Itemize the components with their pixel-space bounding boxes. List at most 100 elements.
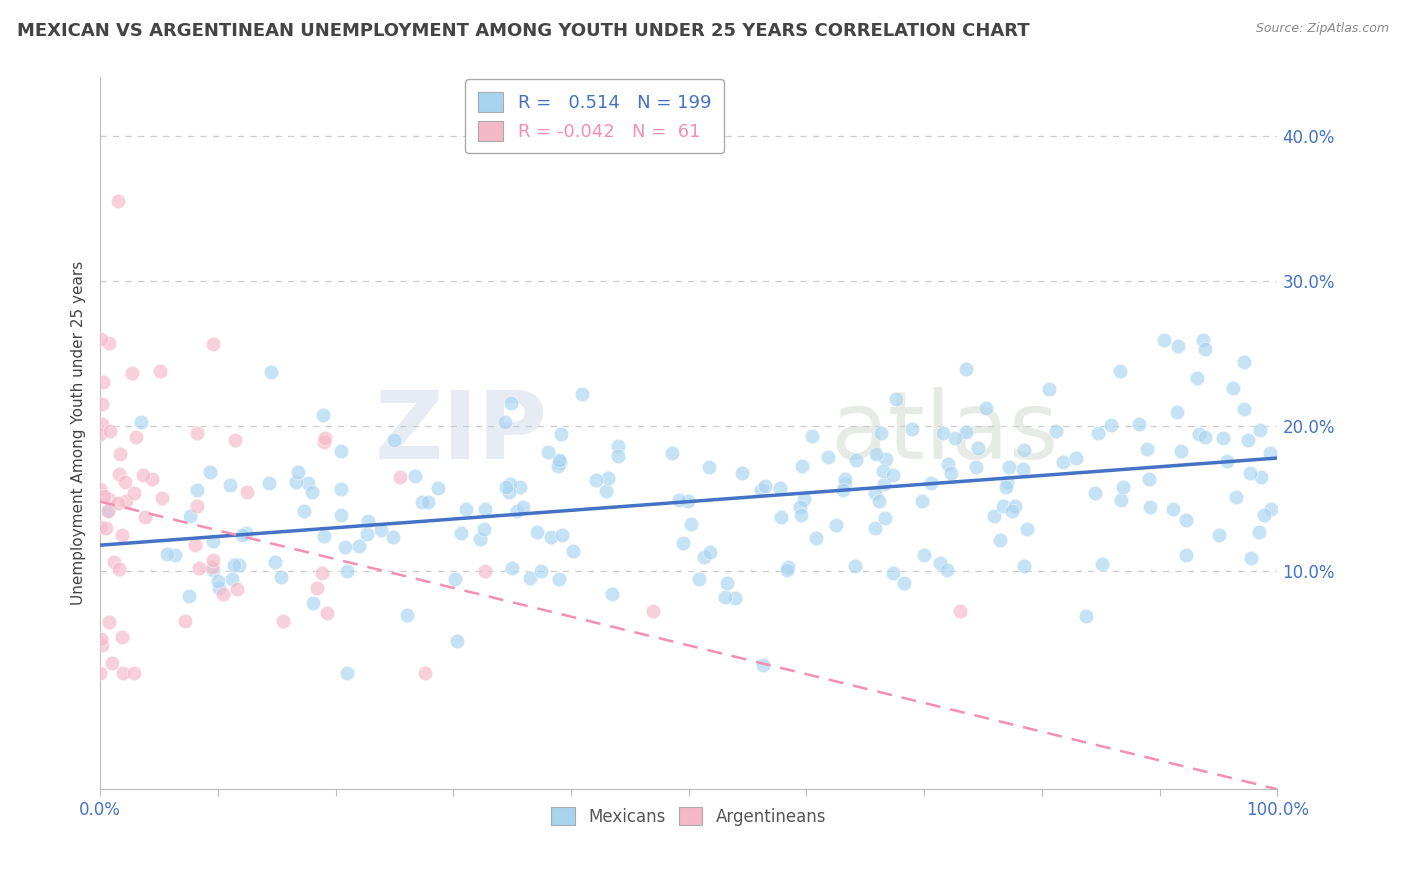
Point [413, 665, 436, 680]
Point [107, 562, 129, 576]
Point [661, 446, 683, 460]
Point [800, 429, 823, 443]
Point [547, 458, 569, 473]
Point [356, 527, 378, 541]
Point [125, 430, 148, 444]
Point [936, 563, 959, 577]
Point [1153, 333, 1175, 347]
Point [382, 433, 405, 447]
Point [1000, 504, 1022, 518]
Point [551, 528, 574, 542]
Point [716, 576, 738, 591]
Point [643, 603, 665, 617]
Point [356, 514, 378, 528]
Point [186, 425, 208, 440]
Point [388, 470, 411, 484]
Point [1038, 382, 1060, 396]
Point [699, 545, 721, 559]
Point [1112, 480, 1135, 494]
Point [314, 431, 336, 445]
Point [548, 572, 571, 586]
Point [936, 457, 959, 471]
Point [882, 566, 904, 580]
Point [474, 501, 496, 516]
Point [501, 395, 523, 409]
Point [188, 561, 211, 575]
Point [1170, 444, 1192, 458]
Point [882, 468, 904, 483]
Point [974, 401, 997, 416]
Point [676, 494, 699, 508]
Point [103, 555, 125, 569]
Point [1260, 446, 1282, 460]
Point [270, 570, 292, 584]
Point [94, 521, 117, 535]
Point [1099, 417, 1122, 432]
Point [789, 508, 811, 523]
Point [1212, 431, 1234, 445]
Point [825, 517, 848, 532]
Point [606, 439, 628, 453]
Point [955, 362, 977, 376]
Point [834, 472, 856, 486]
Point [129, 415, 152, 429]
Point [731, 466, 754, 480]
Point [1012, 443, 1035, 458]
Point [307, 582, 329, 596]
Point [1249, 423, 1271, 437]
Point [201, 563, 224, 577]
Point [1192, 333, 1215, 347]
Point [100, 424, 122, 438]
Point [776, 560, 799, 574]
Point [714, 590, 737, 604]
Point [97, 503, 120, 517]
Point [844, 558, 866, 573]
Point [965, 460, 987, 475]
Point [186, 499, 208, 513]
Point [370, 523, 392, 537]
Point [865, 521, 887, 535]
Point [107, 467, 129, 481]
Point [1074, 609, 1097, 624]
Point [336, 665, 359, 680]
Point [89, 520, 111, 534]
Point [115, 493, 138, 508]
Point [472, 523, 495, 537]
Point [943, 431, 966, 445]
Point [1208, 528, 1230, 542]
Point [948, 603, 970, 617]
Point [226, 582, 249, 596]
Point [506, 504, 529, 518]
Text: Source: ZipAtlas.com: Source: ZipAtlas.com [1256, 22, 1389, 36]
Point [893, 575, 915, 590]
Point [312, 434, 335, 449]
Point [301, 484, 323, 499]
Point [97, 335, 120, 350]
Point [228, 558, 250, 573]
Point [131, 468, 153, 483]
Point [1188, 426, 1211, 441]
Point [186, 483, 208, 497]
Point [235, 525, 257, 540]
Point [929, 556, 952, 570]
Point [865, 486, 887, 500]
Y-axis label: Unemployment Among Youth under 25 years: Unemployment Among Youth under 25 years [72, 261, 86, 606]
Point [211, 587, 233, 601]
Point [817, 450, 839, 464]
Point [89, 427, 111, 442]
Point [548, 453, 571, 467]
Point [668, 492, 690, 507]
Point [1247, 524, 1270, 539]
Point [91, 417, 114, 431]
Point [1087, 426, 1109, 441]
Point [495, 480, 517, 494]
Point [561, 544, 583, 558]
Point [141, 472, 163, 486]
Point [526, 525, 548, 540]
Point [1091, 558, 1114, 572]
Point [98, 492, 121, 507]
Point [174, 615, 197, 629]
Point [585, 473, 607, 487]
Point [988, 533, 1011, 548]
Point [693, 550, 716, 565]
